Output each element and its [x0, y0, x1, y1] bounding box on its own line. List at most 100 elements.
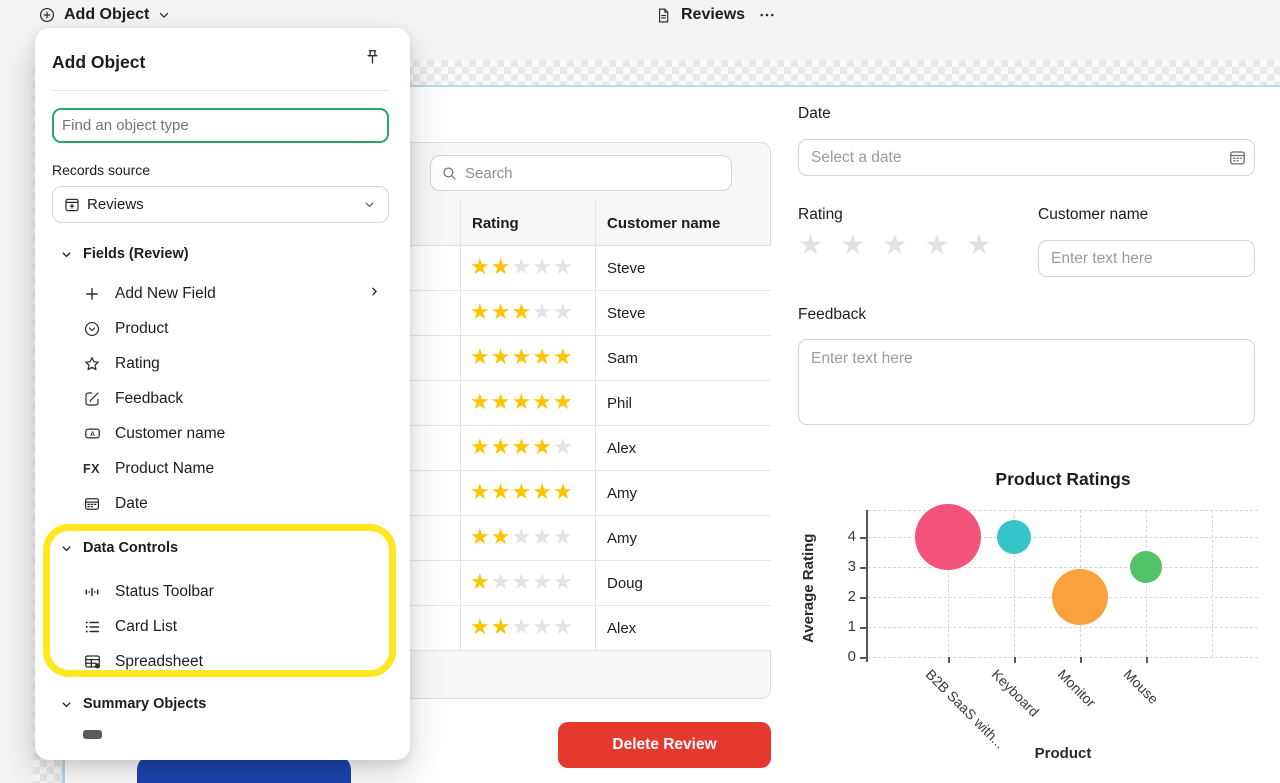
star-filled-icon: ★: [470, 300, 491, 325]
item-status-toolbar[interactable]: Status Toolbar: [35, 574, 410, 609]
axis-tick-label: 0: [847, 648, 856, 665]
add-object-label: Add Object: [64, 6, 150, 23]
rating-star-input[interactable]: ★ ★ ★ ★ ★: [798, 228, 992, 262]
table-row[interactable]: ★ ★ ★ ★ ★ Amy: [95, 516, 771, 561]
pin-icon[interactable]: [363, 48, 382, 67]
table-row[interactable]: ★ ★ ★ ★ ★ Amy: [95, 471, 771, 516]
axis-tick: [860, 537, 866, 539]
item-field-rating[interactable]: Rating: [35, 346, 410, 381]
tab-title: Reviews: [681, 6, 746, 23]
star-filled-icon: ★: [470, 345, 491, 370]
star-filled-icon: ★: [470, 615, 491, 640]
item-field-date[interactable]: Date: [35, 486, 410, 521]
section-label: Fields (Review): [83, 246, 189, 262]
plus-circle-icon: [38, 6, 56, 24]
item-field-customer-name[interactable]: A Customer name: [35, 416, 410, 451]
chart-bubble: [1130, 551, 1162, 583]
delete-review-button[interactable]: Delete Review: [558, 722, 771, 768]
tab-reviews[interactable]: Reviews: [655, 1, 776, 29]
chart-y-axis-label: Average Rating: [800, 533, 817, 643]
section-summary-objects[interactable]: Summary Objects: [35, 688, 410, 720]
item-label: Rating: [115, 354, 160, 372]
star-empty-icon[interactable]: ★: [798, 228, 824, 261]
customer-cell: Amy: [607, 529, 637, 547]
star-empty-icon[interactable]: ★: [924, 228, 950, 261]
item-field-feedback[interactable]: Feedback: [35, 381, 410, 416]
chart-title: Product Ratings: [995, 469, 1131, 489]
item-card-list[interactable]: Card List: [35, 609, 410, 644]
item-label: Feedback: [115, 389, 184, 407]
star-empty-icon: ★: [552, 525, 574, 550]
chevron-right-icon: [368, 285, 381, 298]
status-toolbar-icon: [83, 583, 105, 601]
star-empty-icon: ★: [511, 525, 533, 550]
table-row[interactable]: ★ ★ ★ ★ ★ Alex: [95, 606, 771, 651]
records-source-select[interactable]: Reviews: [52, 186, 389, 223]
column-header-rating[interactable]: Rating: [472, 214, 519, 232]
calendar-icon[interactable]: [1228, 148, 1247, 167]
star-empty-icon[interactable]: ★: [966, 228, 992, 261]
customer-cell: Alex: [607, 619, 637, 637]
table-row[interactable]: ★ ★ ★ ★ ★ Doug: [95, 561, 771, 606]
find-object-input[interactable]: [52, 108, 389, 143]
axis-tick: [1146, 657, 1148, 663]
feedback-input[interactable]: [798, 339, 1255, 425]
item-spreadsheet[interactable]: Spreadsheet: [35, 644, 410, 679]
axis-tick: [860, 657, 866, 659]
star-filled-icon: ★: [511, 345, 533, 370]
star-empty-icon: ★: [532, 615, 553, 640]
chart-bubble: [997, 520, 1031, 554]
star-filled-icon: ★: [511, 480, 533, 505]
column-divider: [460, 200, 461, 651]
star-filled-icon: ★: [532, 480, 553, 505]
more-options-icon[interactable]: [758, 6, 776, 24]
records-source-value: Reviews: [87, 196, 144, 213]
add-object-button[interactable]: Add Object: [38, 1, 171, 29]
star-filled-icon: ★: [532, 435, 553, 460]
section-fields[interactable]: Fields (Review): [35, 238, 410, 270]
section-data-controls[interactable]: Data Controls: [35, 532, 410, 564]
customer-cell: Alex: [607, 439, 637, 457]
star-empty-icon: ★: [552, 435, 574, 460]
star-filled-icon: ★: [532, 390, 553, 415]
star-filled-icon: ★: [490, 345, 512, 370]
star-empty-icon: ★: [552, 300, 574, 325]
popover-title: Add Object: [52, 52, 146, 72]
rating-cell: ★ ★ ★ ★ ★: [470, 516, 574, 560]
star-filled-icon: ★: [490, 390, 512, 415]
star-filled-icon: ★: [552, 480, 574, 505]
item-add-new-field[interactable]: Add New Field: [35, 276, 410, 311]
spreadsheet-icon: [83, 652, 105, 671]
table-search-box[interactable]: [430, 155, 732, 191]
axis-tick: [860, 567, 866, 569]
table-row[interactable]: ★ ★ ★ ★ ★ Steve: [95, 291, 771, 336]
table-row[interactable]: ★ ★ ★ ★ ★ Phil: [95, 381, 771, 426]
records-source-label: Records source: [52, 162, 151, 178]
star-empty-icon: ★: [532, 300, 553, 325]
add-object-popover: Add Object Records source Reviews Fields…: [35, 28, 410, 760]
axis-tick: [1080, 657, 1082, 663]
axis-tick: [948, 657, 950, 663]
table-row[interactable]: ★ ★ ★ ★ ★ Sam: [95, 336, 771, 381]
chart-plot-area: 0 1 2 3 4 B2B SaaS with... Keyboard Monitor Mous…: [848, 504, 1258, 752]
star-empty-icon[interactable]: ★: [840, 228, 866, 261]
date-input[interactable]: [798, 139, 1255, 176]
star-empty-icon[interactable]: ★: [882, 228, 908, 261]
item-label: Add New Field: [115, 284, 216, 302]
star-filled-icon: ★: [490, 435, 512, 460]
chart-gridline: [1014, 510, 1015, 657]
table-row[interactable]: ★ ★ ★ ★ ★ Alex: [95, 426, 771, 471]
item-field-product-name[interactable]: FX Product Name: [35, 451, 410, 486]
table-search-input[interactable]: [465, 164, 721, 182]
table-row[interactable]: ★ ★ ★ ★ ★ Steve: [95, 246, 771, 291]
customer-cell: Phil: [607, 394, 633, 412]
star-filled-icon: ★: [470, 525, 491, 550]
rating-cell: ★ ★ ★ ★ ★: [470, 606, 574, 650]
item-label: Date: [115, 494, 148, 512]
document-icon: [655, 7, 672, 24]
rating-cell: ★ ★ ★ ★ ★: [470, 426, 574, 470]
axis-tick-label: 1: [847, 618, 856, 635]
item-field-product[interactable]: Product: [35, 311, 410, 346]
customer-name-input[interactable]: [1038, 240, 1255, 277]
column-header-customer[interactable]: Customer name: [607, 214, 721, 232]
